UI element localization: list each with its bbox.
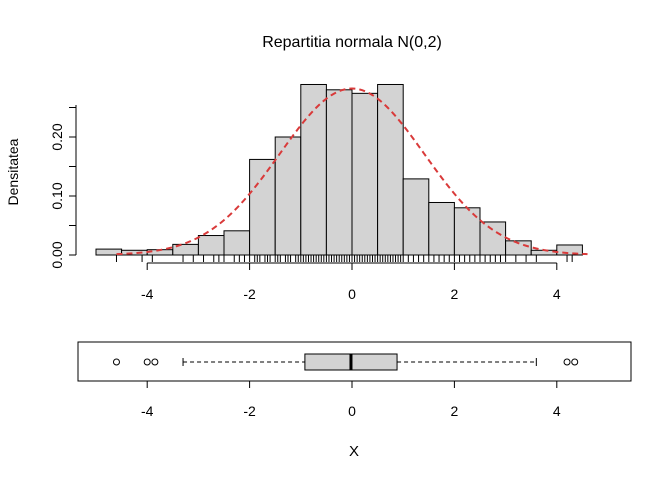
- boxplot-x-tick-label-2: 0: [348, 403, 356, 419]
- histogram-bar-8: [300, 83, 327, 256]
- histogram-x-tick-label-3: 2: [451, 286, 459, 302]
- boxplot-outlier-2: [151, 358, 159, 366]
- histogram-bar-15: [479, 221, 507, 256]
- rug-marks: [115, 255, 573, 262]
- histogram-bar-11: [377, 83, 404, 256]
- histogram-x-axis: -4 -2 0 2 4: [141, 262, 561, 302]
- boxplot-outlier-1: [143, 358, 151, 366]
- boxplot-x-tick-label-3: 2: [451, 403, 459, 419]
- histogram-y-tick-label-2: 0.20: [49, 123, 65, 150]
- boxplot-x-tick-label-4: 4: [553, 403, 561, 419]
- boxplot-outlier-0: [112, 358, 120, 366]
- boxplot-x-tick-label-0: -4: [141, 403, 154, 419]
- histogram-x-tick-label-4: 4: [553, 286, 561, 302]
- histogram-bar-18: [556, 244, 583, 256]
- histogram-x-tick-label-0: -4: [141, 286, 154, 302]
- histogram-bar-4: [197, 235, 225, 256]
- histogram-bar-10: [351, 92, 379, 256]
- histogram-bar-7: [274, 136, 302, 256]
- histogram-bar-6: [249, 158, 276, 256]
- histogram-y-tick-label-0: 0.00: [49, 241, 65, 268]
- histogram-bar-9: [325, 89, 353, 256]
- density-curve-line: [116, 87, 588, 256]
- histogram-bar-13: [428, 201, 455, 256]
- histogram-x-tick-label-2: 0: [348, 286, 356, 302]
- histogram-y-axis: 0.00 0.10 0.20: [49, 105, 77, 269]
- histogram-bar-12: [402, 178, 430, 256]
- boxplot-outlier-3: [563, 358, 571, 366]
- boxplot-x-tick-label-1: -2: [243, 403, 256, 419]
- x-axis-label: X: [349, 443, 359, 460]
- histogram-bar-14: [453, 207, 481, 256]
- histogram-bar-1: [121, 249, 148, 256]
- density-curve: [116, 87, 588, 256]
- chart-title: Repartitia normala N(0,2): [262, 34, 442, 51]
- histogram-y-tick-label-1: 0.10: [49, 182, 65, 209]
- histogram-bars: [95, 83, 583, 256]
- histogram-x-tick-label-1: -2: [243, 286, 256, 302]
- boxplot-outlier-4: [571, 358, 579, 366]
- histogram-bar-5: [223, 230, 251, 256]
- y-axis-label: Densitatea: [5, 138, 21, 205]
- boxplot: [112, 353, 579, 371]
- boxplot-x-axis: -4 -2 0 2 4: [141, 380, 561, 419]
